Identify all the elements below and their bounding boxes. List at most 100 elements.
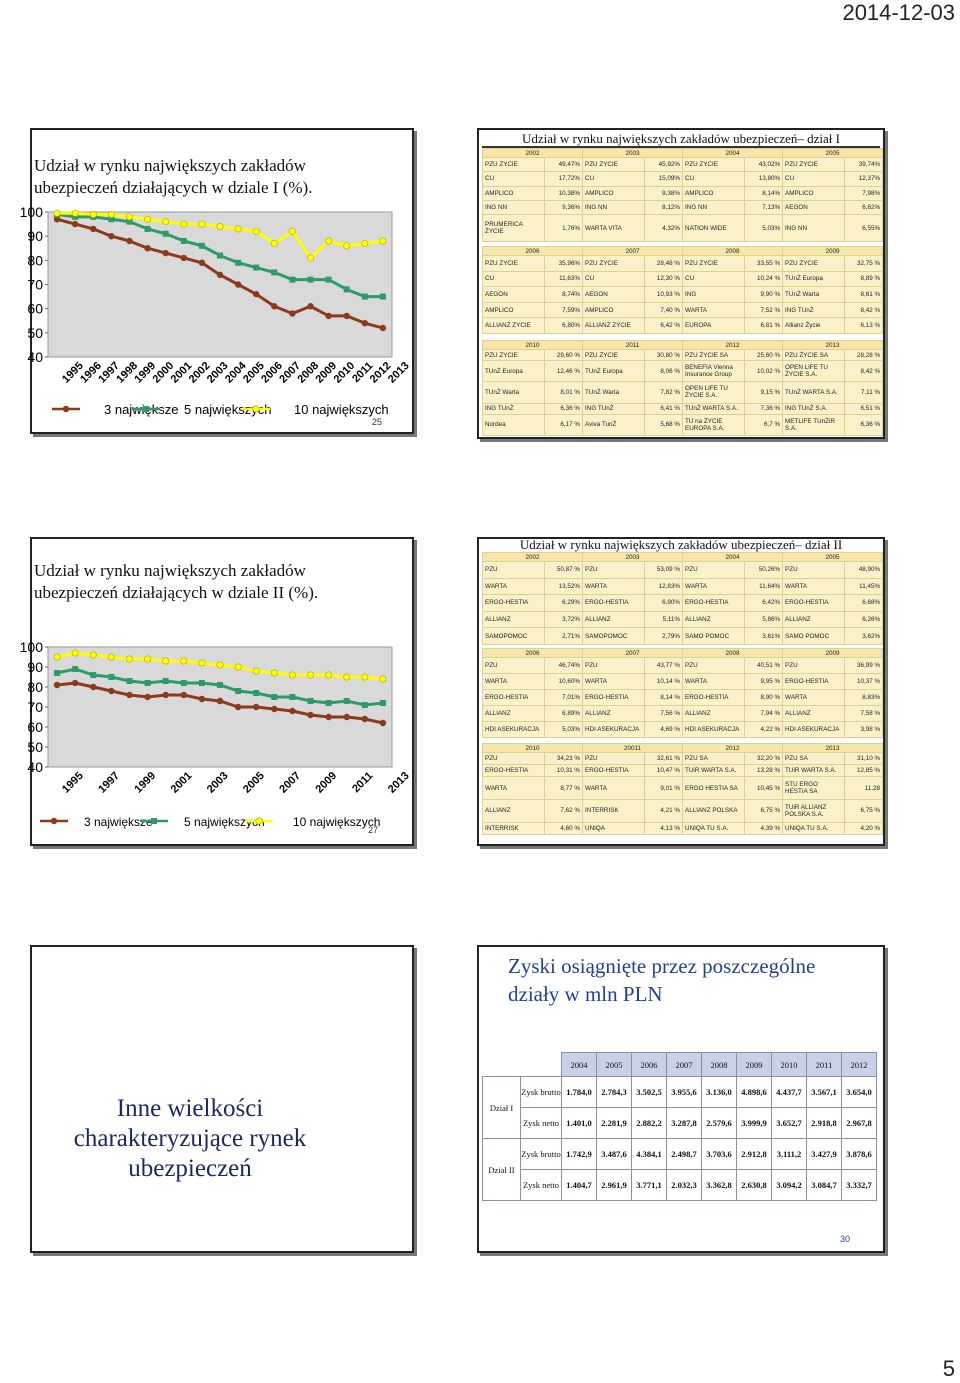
share-value: 8,90 %: [744, 689, 784, 706]
share-value: 7,94 %: [744, 705, 784, 722]
year-header: 2009: [782, 246, 884, 256]
share-value: 6,75 %: [844, 799, 884, 823]
company-name: PZU ZYCIE: [482, 156, 545, 173]
company-name: NATION WIDE: [682, 214, 746, 242]
profit-value: 3.332,7: [841, 1169, 877, 1201]
company-name: ING NN: [482, 199, 545, 216]
share-value: 6,36 %: [844, 413, 884, 437]
company-name: PZU: [782, 657, 846, 674]
company-name: AMPLICO: [582, 185, 646, 201]
company-name: PZU ŻYCIE SA: [682, 348, 746, 362]
profit-value: 2.967,8: [841, 1107, 877, 1139]
company-name: AEGON: [782, 199, 846, 216]
profit-value: 1.742,9: [561, 1138, 597, 1170]
row-label: Zysk brutto: [520, 1076, 562, 1108]
share-value: 8,83%: [844, 689, 884, 706]
company-name: ERGO HESTIA SA: [682, 776, 746, 801]
share-value: 6,26%: [844, 610, 884, 629]
company-name: SAMOPOMOC: [582, 627, 646, 645]
share-value: 4,60 %: [543, 821, 584, 836]
year-header: 2002: [481, 148, 584, 158]
company-name: WARTA: [482, 577, 545, 596]
row-label: Zysk netto: [520, 1107, 562, 1139]
table-row: PZU ZYCIE 49,47% PZU ZYCIE 45,92% PZU ZYCIE 4…: [482, 156, 884, 173]
profit-value: 3.955,6: [666, 1076, 702, 1108]
share-value: 6,17 %: [543, 413, 584, 437]
table-row: Dział I Zysk brutto 1.784,0 2.784,3 3.502,5 3…: [482, 1076, 877, 1139]
share-value: 5,03%: [543, 721, 584, 738]
company-name: TUnŻ Europa: [782, 270, 846, 288]
company-name: AMPLICO: [782, 185, 846, 201]
company-name: PZU: [682, 657, 746, 674]
company-name: PZU: [482, 751, 545, 766]
company-name: AMPLICO: [482, 185, 545, 201]
share-value: 15,09%: [644, 171, 684, 187]
company-name: TUnŻ Warta: [582, 381, 646, 404]
header-row: 2002 2003 2004 2005: [481, 148, 884, 158]
year-header: 2011: [582, 340, 684, 350]
year-header: 2007: [666, 1052, 702, 1077]
year-header: 20011: [582, 743, 684, 753]
company-name: OPEN LIFE TU ŻYCIE S.A.: [682, 381, 746, 404]
year-header: 2010: [481, 743, 584, 753]
share-value: 31,10 %: [844, 751, 884, 766]
table-row: Nordea 6,17 % Aviva TunŻ 5,68 % TU na ŻYCIE …: [482, 413, 884, 437]
share-value: 5,86%: [744, 610, 784, 629]
share-value: 46,74%: [543, 657, 584, 674]
share-value: 9,15 %: [744, 381, 784, 404]
share-value: 43,77 %: [644, 657, 684, 674]
profit-value: 3.878,6: [841, 1138, 877, 1170]
company-name: ING TUnŻ S.A.: [782, 402, 846, 415]
company-name: PZU: [682, 561, 746, 579]
share-value: 3,62%: [844, 627, 884, 645]
share-table: 2006 2007 2008 2009 PZU 46,74% PZU 43,77 % PZU 40…: [481, 648, 884, 738]
table-row: ALLIANZ 3,72% ALLIANZ 5,11% ALLIANZ 5,86% ALLI…: [482, 610, 884, 629]
year-header: 2012: [841, 1052, 877, 1077]
share-value: 49,47%: [543, 156, 584, 173]
share-value: 30,80 %: [644, 348, 684, 362]
company-name: PZU: [582, 751, 646, 766]
header-row: 2002 2003 2004 2005: [481, 552, 884, 562]
share-value: 8,42 %: [844, 360, 884, 383]
share-value: 7,13%: [744, 199, 784, 216]
share-value: 50,87 %: [543, 561, 584, 579]
share-value: 7,58 %: [844, 705, 884, 722]
share-value: 10,45 %: [744, 776, 784, 801]
share-value: 7,59%: [543, 301, 584, 319]
company-name: PZU ZYCIE: [582, 156, 646, 173]
share-value: 13,52%: [543, 577, 584, 596]
company-name: SAMO POMOC: [782, 627, 846, 645]
table-row: Dział II Zysk brutto 1.742,9 3.487,6 4.384,1…: [482, 1138, 877, 1201]
share-value: 53,09 %: [644, 561, 684, 579]
company-name: ING NN: [682, 199, 746, 216]
company-name: EUROPA: [682, 317, 746, 334]
company-name: PZU SA: [782, 751, 846, 766]
profit-value: 3.094,2: [771, 1169, 807, 1201]
company-name: CU: [482, 270, 545, 288]
share-value: 10,02 %: [744, 360, 784, 383]
share-table: 2002 2003 2004 2005 PZU 50,87 % PZU 53,09 % PZU 5…: [481, 552, 884, 645]
year-header: 2005: [782, 148, 884, 158]
company-name: TUnŻ Warta: [482, 381, 545, 404]
share-value: 32,75 %: [844, 255, 884, 272]
company-name: WARTA: [482, 776, 545, 801]
profit-value: 2.630,8: [736, 1169, 772, 1201]
profit-value: 2.579,6: [701, 1107, 737, 1139]
company-name: PZU ZYCIE: [682, 255, 746, 272]
company-name: ING NN: [582, 199, 646, 216]
share-value: 12,83%: [644, 577, 684, 596]
company-name: ERGO-HESTIA: [682, 594, 746, 612]
company-name: SAMOPOMOC: [482, 627, 545, 645]
header-row: 2006 2007 2008 2009: [481, 648, 884, 658]
table-row: ERGO-HESTIA 6,29% ERGO-HESTIA 6,90% ERGO-HES…: [482, 594, 884, 612]
company-name: Nordea: [482, 413, 545, 437]
company-name: ERGO-HESTIA: [782, 594, 846, 612]
share-value: 7,36 %: [744, 402, 784, 415]
company-name: TUnŻ Europa: [582, 360, 646, 383]
company-name: TUiR WARTA S.A.: [782, 764, 846, 778]
company-name: ALLIANZ: [682, 610, 746, 629]
share-value: 7,52 %: [744, 301, 784, 319]
company-name: PZU: [582, 561, 646, 579]
share-value: 8,06 %: [644, 360, 684, 383]
profit-value: 2.784,3: [596, 1076, 632, 1108]
